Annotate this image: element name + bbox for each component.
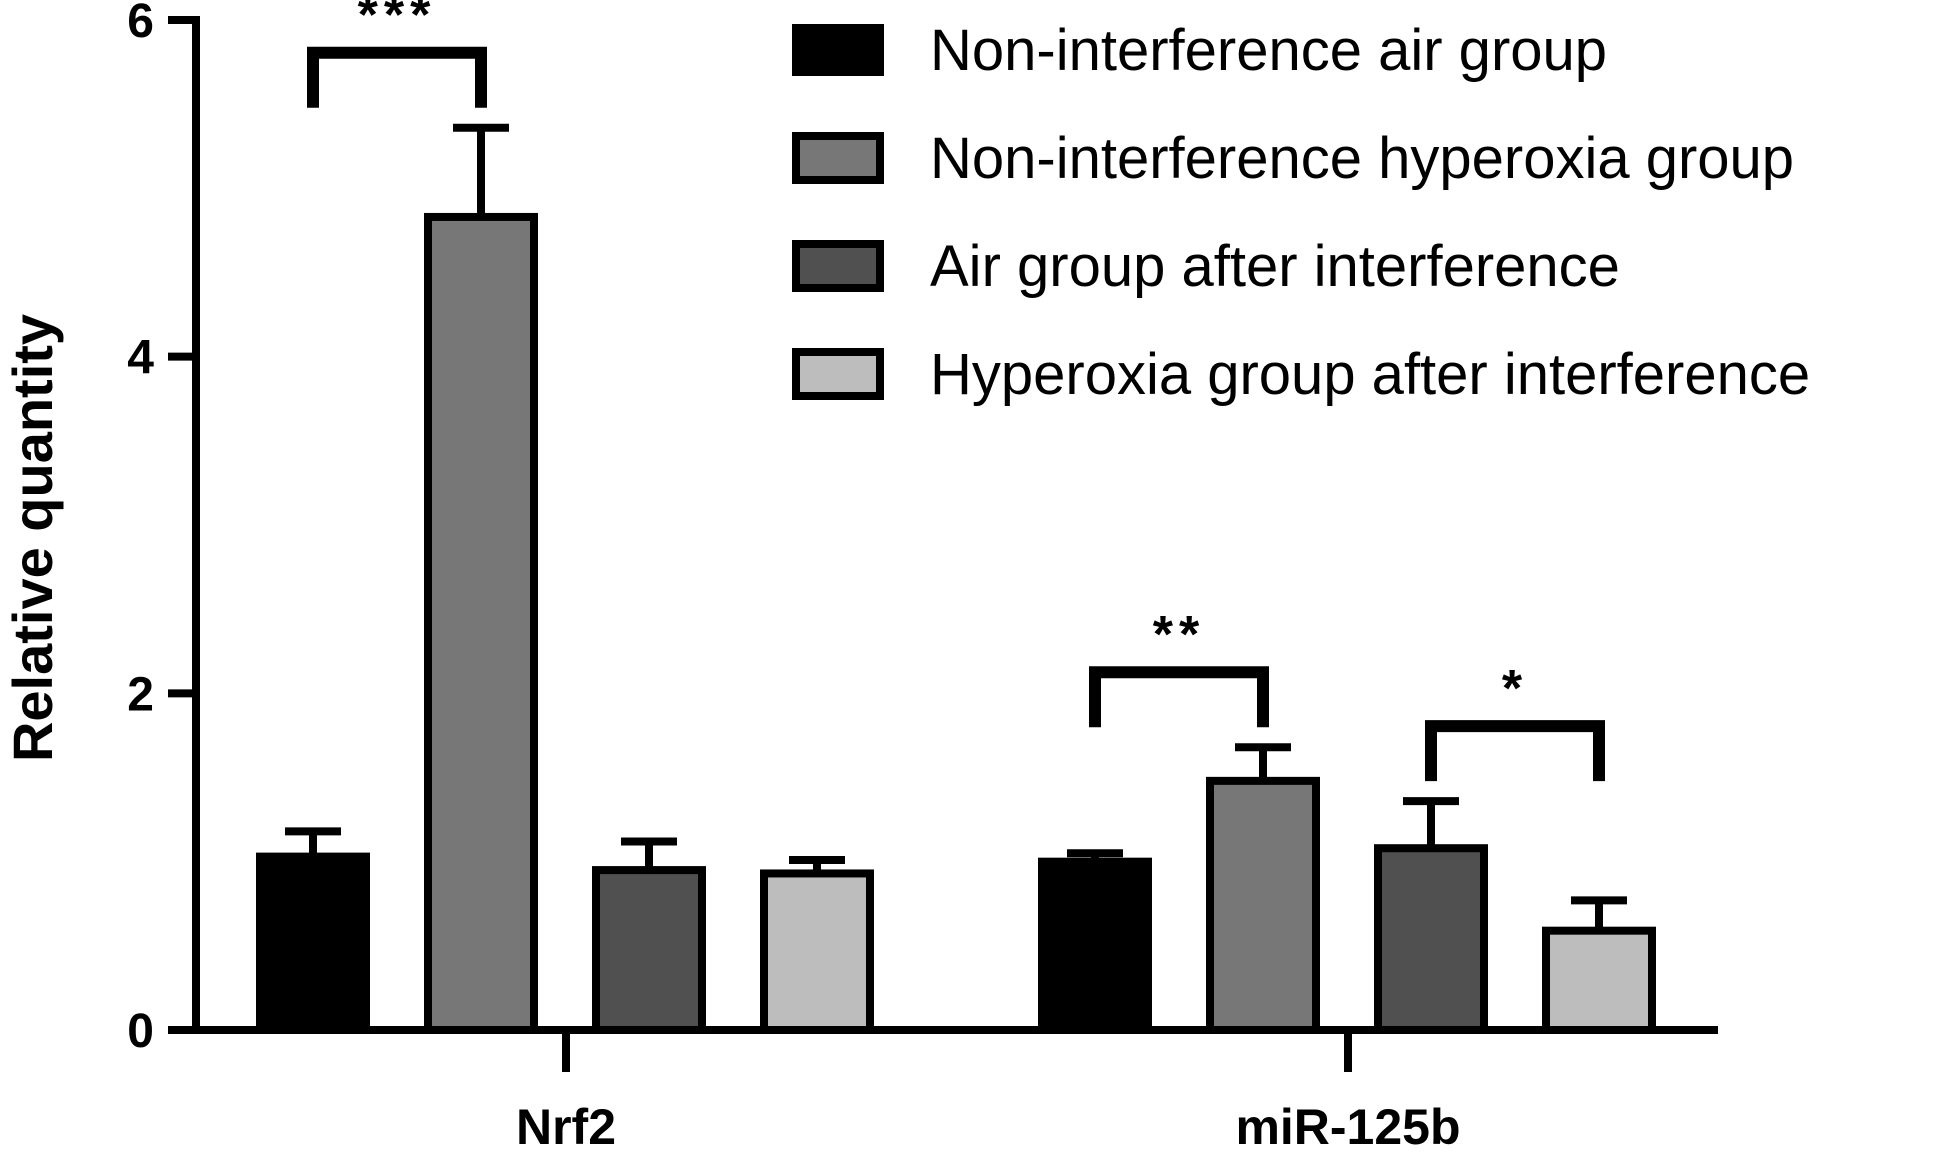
bar-mir-125b-series-3 <box>1374 844 1488 1035</box>
error-bars-layer <box>285 123 1627 931</box>
bar-nrf2-series-2 <box>424 212 538 1034</box>
bar-mir-125b-series-1 <box>1038 857 1152 1035</box>
significance-label: * <box>1502 660 1528 718</box>
legend-swatch <box>792 348 884 400</box>
legend-label: Air group after interference <box>930 234 1620 299</box>
significance-bracket <box>307 46 487 108</box>
bar-nrf2-series-1 <box>256 852 370 1034</box>
legend-label: Hyperoxia group after interference <box>930 342 1810 407</box>
y-tick-label: 2 <box>127 668 154 721</box>
bars-layer <box>256 212 1656 1035</box>
bar-mir-125b-series-4 <box>1542 926 1656 1035</box>
legend-swatch <box>792 240 884 292</box>
y-tick-label: 0 <box>127 1005 154 1058</box>
bar-nrf2-series-3 <box>592 866 706 1034</box>
legend-swatch <box>792 24 884 76</box>
legend-label: Non-interference hyperoxia group <box>930 126 1794 191</box>
y-axis-label: Relative quantity <box>1 314 64 762</box>
bar-nrf2-series-4 <box>760 869 874 1035</box>
significance-layer: ****** <box>307 0 1605 782</box>
x-tick-label: Nrf2 <box>516 1099 616 1154</box>
x-tick-label: miR-125b <box>1235 1099 1460 1154</box>
significance-bracket <box>1089 666 1269 728</box>
significance-bracket <box>1425 720 1605 782</box>
significance-label: ** <box>1153 606 1205 664</box>
legend-label: Non-interference air group <box>930 18 1607 83</box>
y-tick-label: 6 <box>127 0 154 48</box>
significance-label: *** <box>358 0 437 45</box>
bar-mir-125b-series-2 <box>1206 776 1320 1034</box>
legend: Non-interference air group Non-interferen… <box>792 18 1810 407</box>
y-tick-label: 4 <box>127 332 154 385</box>
legend-swatch <box>792 132 884 184</box>
axes-layer: 0 2 4 6 Nrf2 miR-125b <box>127 0 1718 1154</box>
